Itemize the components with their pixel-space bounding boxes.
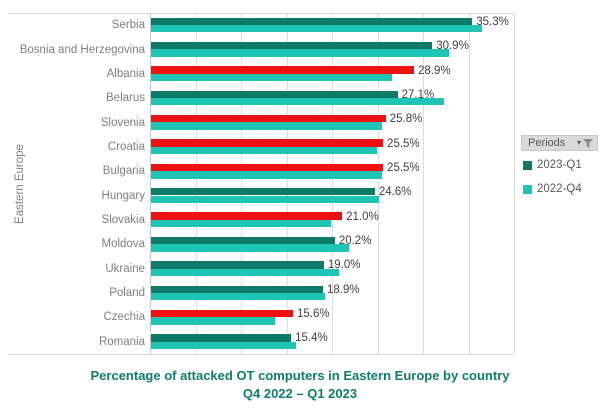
bar-2022-q4	[151, 195, 379, 203]
category-label: Slovenia	[100, 116, 145, 129]
gridline	[377, 13, 379, 354]
legend-item-label: 2023-Q1	[537, 159, 582, 171]
legend-field-icons: ▾	[577, 138, 594, 149]
gridline	[241, 13, 242, 354]
legend-field-button[interactable]: Periods ▾	[521, 135, 598, 151]
bar-2023-q1	[151, 236, 335, 245]
data-label: 35.3%	[476, 15, 509, 28]
gridline	[514, 13, 515, 354]
y-axis-line	[150, 13, 151, 354]
category-label: Croatia	[107, 140, 145, 153]
category-label: Romania	[98, 335, 145, 348]
category-label: Belarus	[106, 92, 145, 105]
gridline	[423, 13, 424, 354]
category-label: Moldova	[101, 238, 145, 251]
plot-border-top	[8, 13, 514, 14]
gridline	[332, 13, 333, 354]
legend-item-label: 2022-Q4	[537, 183, 582, 195]
data-label: 15.4%	[295, 332, 328, 345]
bar-2023-q1	[151, 17, 473, 25]
bar-2023-q1	[151, 212, 343, 220]
bar-2022-q4	[151, 49, 449, 57]
data-label: 30.9%	[436, 40, 469, 53]
bar-2023-q1	[151, 66, 414, 74]
bar-2023-q1	[151, 41, 433, 50]
data-label: 24.6%	[378, 186, 412, 199]
category-label: Hungary	[101, 189, 145, 202]
chart-title-line2: Q4 2022 – Q1 2023	[242, 385, 358, 401]
category-label: Poland	[109, 287, 145, 300]
bar-2022-q4	[151, 146, 377, 155]
bar-2022-q4	[151, 98, 445, 106]
data-label: 15.6%	[296, 308, 330, 321]
bar-2022-q4	[151, 122, 383, 130]
legend-swatch	[523, 160, 532, 170]
bar-2023-q1	[151, 163, 384, 172]
bar-2022-q4	[151, 25, 483, 33]
bar-2022-q4	[151, 317, 275, 325]
category-label: Ukraine	[105, 262, 145, 275]
data-label: 25.5%	[387, 137, 420, 150]
category-label: Bosnia and Herzegovina	[19, 43, 145, 56]
bar-2023-q1	[151, 261, 324, 269]
category-label: Albania	[106, 67, 145, 80]
gridline	[195, 13, 197, 354]
legend-swatch	[523, 184, 532, 194]
bar-2022-q4	[151, 341, 296, 350]
category-label: Slovakia	[101, 214, 145, 227]
data-label: 27.1%	[401, 88, 435, 101]
bar-2023-q1	[151, 188, 375, 196]
category-label: Serbia	[111, 19, 145, 32]
data-label: 21.0%	[346, 210, 379, 223]
data-label: 18.9%	[326, 283, 360, 296]
category-label: Bulgaria	[102, 165, 145, 178]
bar-2022-q4	[151, 292, 325, 301]
filter-funnel-icon	[582, 138, 594, 149]
category-label: Czechia	[103, 311, 145, 324]
bar-2023-q1	[151, 309, 293, 318]
bar-2022-q4	[151, 244, 350, 252]
data-label: 25.5%	[387, 161, 420, 174]
bar-2023-q1	[151, 139, 384, 147]
bar-2022-q4	[151, 171, 383, 179]
gridline	[286, 13, 288, 354]
legend-field-label: Periods	[528, 137, 566, 149]
bar-2022-q4	[151, 268, 340, 276]
data-label: 20.2%	[338, 235, 372, 247]
data-label: 19.0%	[327, 259, 361, 272]
plot-border-bottom	[8, 354, 514, 355]
data-label: 25.8%	[389, 113, 423, 126]
bar-2023-q1	[151, 334, 292, 342]
bar-2022-q4	[151, 73, 393, 82]
legend-item: 2023-Q1	[523, 159, 582, 171]
legend-item: 2022-Q4	[523, 183, 582, 195]
bar-2023-q1	[151, 90, 398, 99]
chart-title-line1: Percentage of attacked OT computers in E…	[90, 368, 510, 383]
bar-2023-q1	[151, 115, 386, 123]
chart-title: Percentage of attacked OT computers in E…	[0, 367, 600, 402]
data-label: 28.9%	[417, 64, 451, 77]
gridline	[468, 13, 470, 354]
bar-2023-q1	[151, 285, 323, 293]
bar-2022-q4	[151, 219, 332, 228]
dropdown-arrow-icon: ▾	[576, 138, 581, 147]
